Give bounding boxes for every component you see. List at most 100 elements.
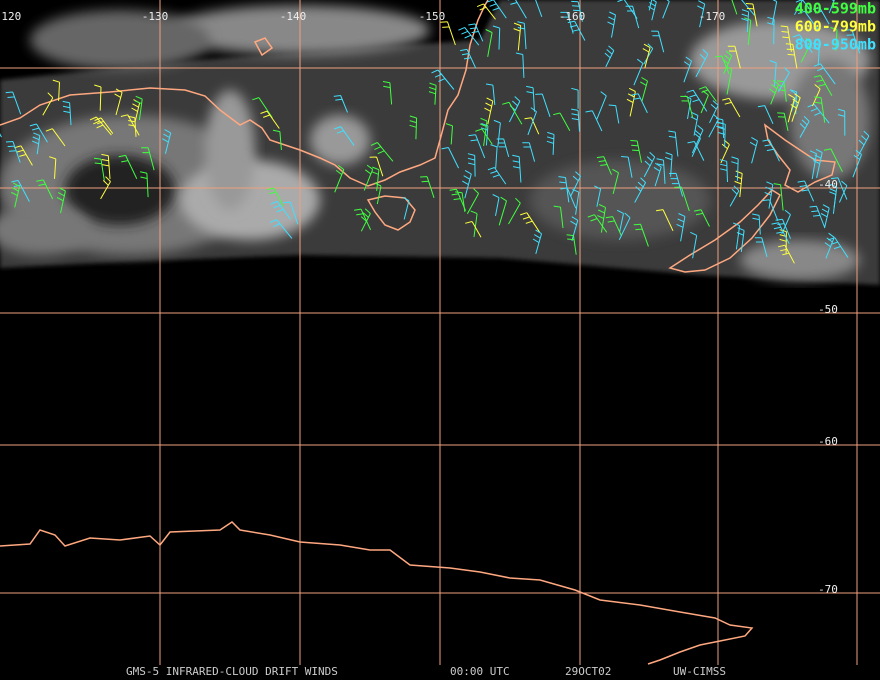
wind-barb	[630, 140, 642, 163]
wind-barb	[780, 25, 792, 52]
wind-barb	[134, 95, 143, 120]
wind-barb	[36, 179, 54, 200]
wind-barb	[458, 26, 480, 46]
wind-barb	[475, 128, 493, 145]
wind-barb	[460, 48, 477, 69]
wind-barb	[10, 182, 21, 208]
island	[253, 37, 274, 57]
wind-barb	[513, 22, 522, 51]
legend-entry: 800-950mb	[795, 36, 876, 54]
wind-barb	[769, 60, 777, 87]
wind-barb	[749, 136, 758, 164]
legend-entry: 600-799mb	[795, 18, 876, 36]
wind-barb	[722, 50, 733, 75]
wind-barb	[467, 153, 476, 177]
wind-barb	[260, 110, 280, 129]
wind-barb	[665, 152, 673, 177]
wind-barb	[773, 183, 784, 211]
wind-barb	[727, 45, 741, 69]
wind-barb	[465, 221, 482, 238]
wind-barb	[787, 93, 796, 123]
footer-text: GMS-5 INFRARED-CLOUD DRIFT WINDS	[126, 665, 338, 678]
wind-barb	[829, 191, 837, 214]
longitude-label: -170	[699, 10, 726, 23]
wind-barb	[571, 108, 580, 132]
wind-barb	[468, 23, 484, 42]
wind-barb	[52, 79, 60, 101]
wind-barb	[93, 157, 105, 181]
wind-barb	[118, 154, 138, 180]
wind-barb	[334, 126, 355, 146]
wind-barb	[771, 222, 790, 244]
wind-barb	[640, 77, 648, 102]
wind-barb	[571, 0, 583, 22]
wind-barb	[101, 153, 111, 179]
wind-barb	[596, 91, 607, 120]
wind-barb	[797, 180, 815, 202]
wind-barb	[625, 5, 640, 29]
wind-barb	[252, 97, 273, 119]
wind-barb	[100, 176, 111, 200]
longitude-label: -130	[142, 10, 169, 23]
wind-barb	[94, 117, 114, 134]
wind-barb	[470, 210, 478, 237]
graticule	[0, 0, 880, 665]
wind-barb	[690, 111, 699, 136]
latitude-label: -70	[818, 583, 838, 596]
wind-barb	[752, 213, 761, 235]
wind-barb	[363, 164, 374, 191]
wind-barb	[762, 199, 779, 221]
wind-barb	[669, 172, 684, 197]
wind-barb	[799, 116, 810, 138]
wind-barb	[139, 171, 149, 198]
wind-barb	[695, 49, 709, 78]
wind-barb	[734, 170, 743, 198]
wind-barb	[62, 100, 72, 126]
wind-barb	[794, 0, 803, 15]
wind-barb	[524, 117, 540, 135]
wind-barb	[777, 244, 795, 264]
wind-barb	[266, 187, 284, 207]
wind-barb	[605, 216, 623, 237]
wind-barb	[496, 138, 510, 158]
wind-barb	[333, 95, 348, 113]
wind-barb	[270, 200, 291, 220]
wind-barb	[631, 93, 648, 114]
wind-barb	[820, 204, 830, 229]
wind-barb	[369, 156, 384, 177]
wind-barb	[89, 116, 112, 136]
wind-barb	[697, 0, 706, 28]
wind-barb	[686, 89, 708, 112]
wind-barb	[633, 58, 644, 86]
wind-barb	[371, 166, 380, 191]
wind-barb	[532, 229, 542, 255]
latitude-label: -60	[818, 435, 838, 448]
wind-barb	[719, 159, 728, 183]
wind-barb	[560, 11, 574, 34]
wind-barb	[5, 141, 21, 163]
wind-barb	[725, 65, 733, 95]
wind-barb	[114, 88, 123, 116]
wind-barb	[553, 205, 564, 229]
wind-barb	[824, 232, 835, 259]
wind-barb	[567, 20, 586, 41]
coastlines	[0, 0, 836, 665]
wind-barb	[492, 194, 500, 216]
wind-barb	[792, 34, 813, 53]
wind-barb	[522, 142, 536, 162]
wind-barb	[830, 27, 838, 51]
wind-barb	[484, 97, 494, 125]
longitude-label: -140	[280, 10, 307, 23]
wind-barb	[526, 85, 535, 112]
wind-barb	[14, 145, 33, 166]
wind-barb	[141, 147, 155, 171]
wind-barb	[633, 223, 649, 247]
wind-barb	[745, 3, 758, 27]
wind-barb	[744, 17, 752, 45]
antarctica-coast	[0, 521, 754, 665]
wind-barb	[11, 179, 30, 202]
wind-barb	[431, 69, 455, 90]
wind-barb	[445, 123, 453, 145]
